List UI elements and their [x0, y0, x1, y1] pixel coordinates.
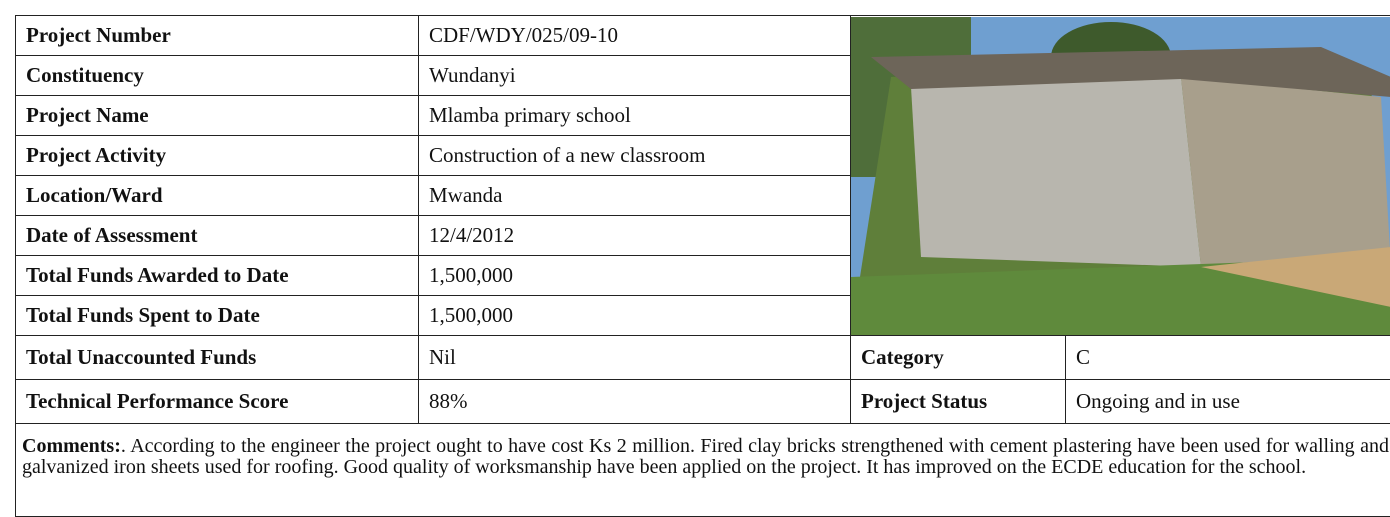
label-cell: Constituency	[16, 56, 419, 96]
value-cell: Construction of a new classroom	[419, 136, 851, 176]
photo-cell	[851, 16, 1390, 336]
value-cell: Nil	[419, 336, 851, 380]
label-cell: Project Name	[16, 96, 419, 136]
comments-text: . According to the engineer the project …	[22, 435, 1389, 478]
label-cell: Total Unaccounted Funds	[16, 336, 419, 380]
label-cell: Technical Performance Score	[16, 380, 419, 424]
page: {"table": {"rows": [ ["Project Number", …	[0, 0, 1390, 513]
value-cell: Mlamba primary school	[419, 96, 851, 136]
label-cell: Location/Ward	[16, 176, 419, 216]
label-cell: Project Number	[16, 16, 419, 56]
project-photo	[851, 17, 1390, 335]
value-cell: C	[1066, 336, 1390, 380]
label-cell: Project Activity	[16, 136, 419, 176]
value-cell: Mwanda	[419, 176, 851, 216]
label-cell: Total Funds Awarded to Date	[16, 256, 419, 296]
comments-row: Comments:. According to the engineer the…	[16, 424, 1390, 517]
value-cell: 1,500,000	[419, 296, 851, 336]
label-cell: Total Funds Spent to Date	[16, 296, 419, 336]
label-cell: Date of Assessment	[16, 216, 419, 256]
value-cell: Ongoing and in use	[1066, 380, 1390, 424]
label-cell: Project Status	[851, 380, 1066, 424]
comments-label: Comments:	[22, 435, 121, 457]
value-cell: CDF/WDY/025/09-10	[419, 16, 851, 56]
value-cell: Wundanyi	[419, 56, 851, 96]
comments-cell: Comments:. According to the engineer the…	[16, 424, 1390, 517]
value-cell: 88%	[419, 380, 851, 424]
label-cell: Category	[851, 336, 1066, 380]
value-cell: 12/4/2012	[419, 216, 851, 256]
value-cell: 1,500,000	[419, 256, 851, 296]
